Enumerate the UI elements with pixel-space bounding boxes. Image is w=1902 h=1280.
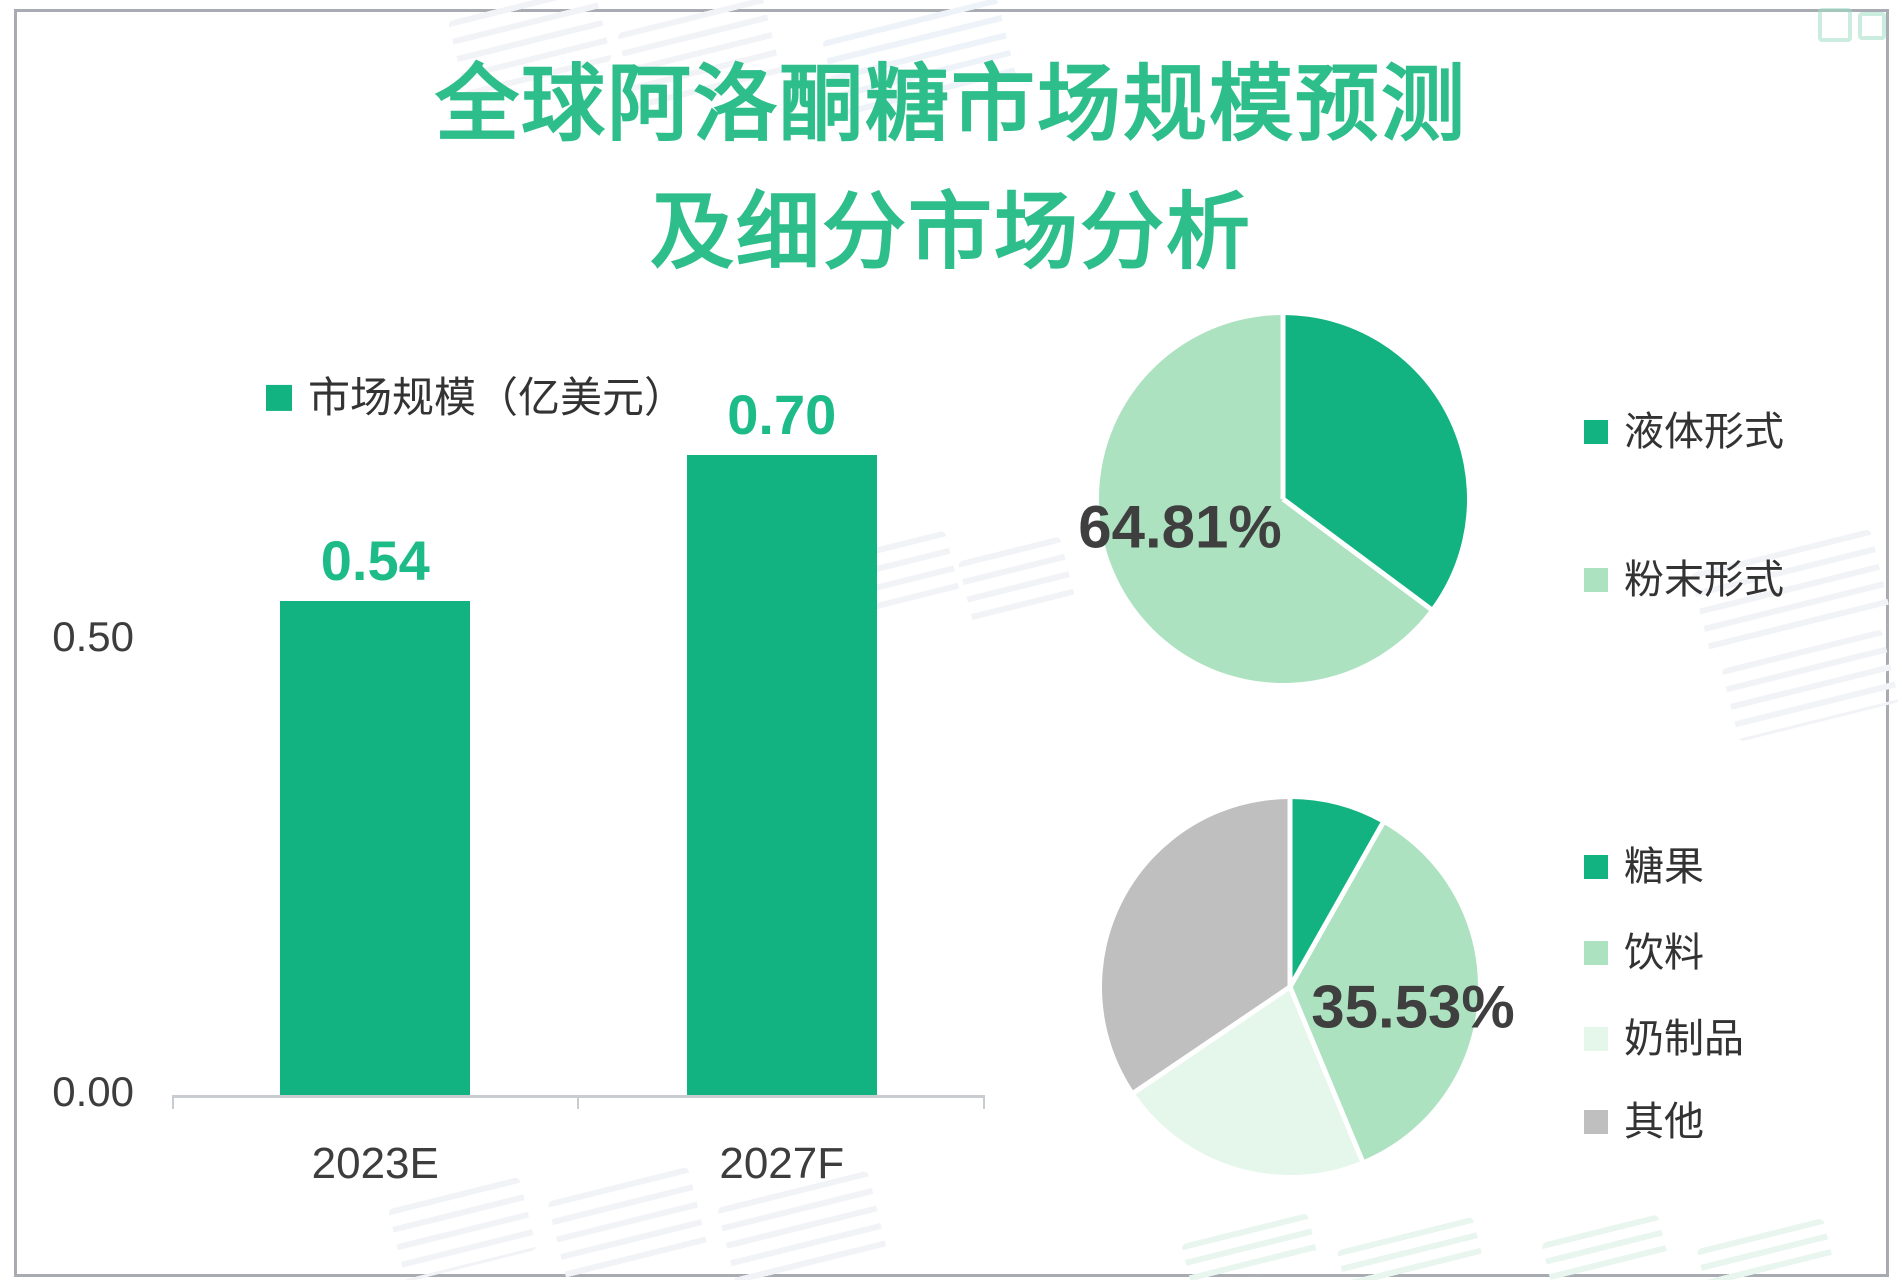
legend-swatch-candy <box>1584 855 1608 879</box>
legend-item-liquid-form: 液体形式 <box>1584 410 1784 454</box>
legend-swatch-other <box>1584 1110 1608 1134</box>
bar-chart-legend: 市场规模（亿美元） <box>266 373 687 421</box>
pie-chart-form <box>1099 314 1468 683</box>
legend-label-market-size: 市场规模（亿美元） <box>308 373 687 421</box>
pie-slice-divider <box>1287 986 1365 1163</box>
legend-label-liquid-form: 液体形式 <box>1624 410 1784 454</box>
chart-title-line1: 全球阿洛酮糖市场规模预测 <box>434 57 1467 151</box>
chart-title: 全球阿洛酮糖市场规模预测 及细分市场分析 <box>0 40 1902 296</box>
bar-value-label-2027f: 0.70 <box>727 382 837 446</box>
legend-swatch-powder-form <box>1584 568 1608 592</box>
pie-slice-粉末形式 <box>1099 315 1431 683</box>
bar-2027f <box>686 454 877 1095</box>
legend-label-other: 其他 <box>1624 1100 1704 1144</box>
x-axis-tick <box>983 1095 985 1109</box>
pie-slice-divider <box>1132 984 1292 1096</box>
pie-slice-divider <box>1281 496 1433 612</box>
y-tick-label-0-00: 0.00 <box>52 1068 134 1115</box>
x-axis-tick <box>172 1095 174 1109</box>
legend-label-dairy: 奶制品 <box>1624 1017 1744 1061</box>
watermark <box>1858 12 1886 40</box>
legend-item-dairy: 奶制品 <box>1584 1017 1744 1061</box>
pie-slice-其他 <box>1101 799 1290 1093</box>
pie-application-percentage-label: 35.53% <box>1311 973 1515 1041</box>
watermark <box>1818 8 1852 42</box>
pie-slice-糖果 <box>1290 799 1383 987</box>
pie-form-percentage-label: 64.81% <box>1078 493 1282 561</box>
x-category-label-2023e: 2023E <box>311 1139 439 1188</box>
legend-swatch-liquid-form <box>1584 420 1608 444</box>
legend-item-other: 其他 <box>1584 1100 1704 1144</box>
pie-slice-奶制品 <box>1134 987 1363 1176</box>
pie-slice-divider <box>1287 821 1386 989</box>
legend-label-powder-form: 粉末形式 <box>1624 558 1784 602</box>
legend-swatch-beverage <box>1584 941 1608 965</box>
chart-title-line2: 及细分市场分析 <box>649 185 1252 279</box>
legend-label-candy: 糖果 <box>1624 845 1704 889</box>
pie-slice-液体形式 <box>1283 315 1468 609</box>
bar-value-label-2023e: 0.54 <box>320 528 430 592</box>
legend-swatch-dairy <box>1584 1027 1608 1051</box>
bar-2023e <box>280 600 471 1095</box>
legend-item-candy: 糖果 <box>1584 845 1704 889</box>
y-tick-label-0-50: 0.50 <box>52 613 134 660</box>
legend-label-beverage: 饮料 <box>1624 931 1704 975</box>
x-axis-tick <box>577 1095 579 1109</box>
legend-item-beverage: 饮料 <box>1584 931 1704 975</box>
legend-item-powder-form: 粉末形式 <box>1584 558 1784 602</box>
pie-chart-application <box>1101 798 1478 1176</box>
legend-swatch-market-size <box>266 385 292 411</box>
x-category-label-2027f: 2027F <box>719 1139 845 1188</box>
